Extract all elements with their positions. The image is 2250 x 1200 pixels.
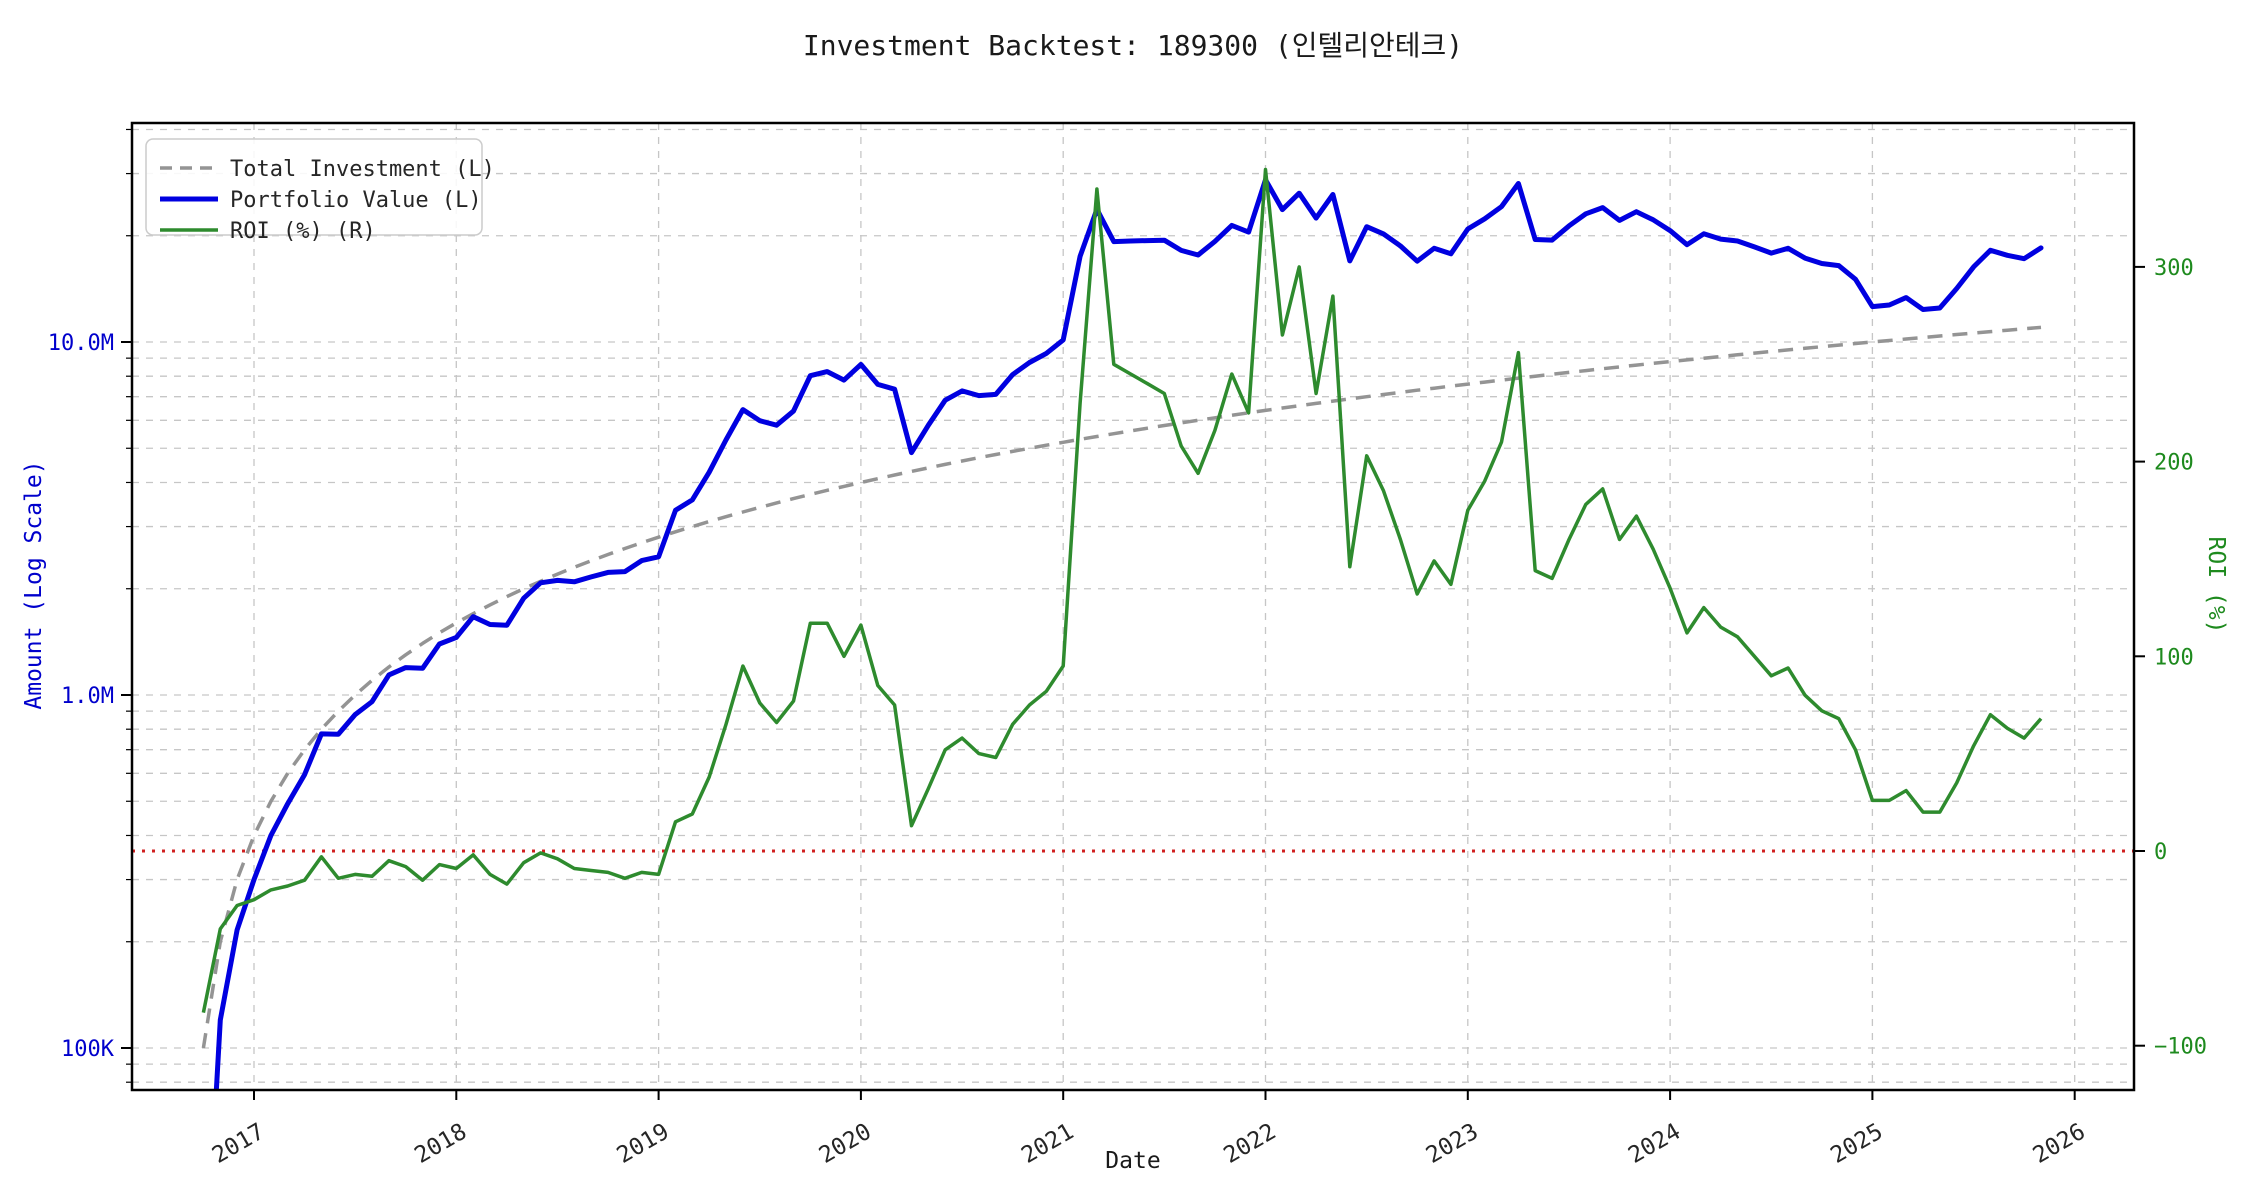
x-tick-label: 2022	[1220, 1119, 1281, 1169]
legend: Total Investment (L) Portfolio Value (L) R…	[145, 138, 495, 244]
legend-box	[145, 138, 483, 236]
legend-label: Total Investment (L)	[230, 157, 495, 182]
x-tick-label: 2019	[613, 1119, 674, 1169]
right-tick-label: 100	[2154, 645, 2194, 670]
right-axis-label: ROI (%)	[2203, 536, 2229, 634]
x-tick-label: 2017	[208, 1119, 269, 1169]
roi-line	[201, 167, 2043, 1013]
portfolio-value-line	[213, 177, 2044, 1090]
axes-ticks: 10.0M 1.0M 100K 300 200 100 0 −100 2017 2018 2019 2…	[48, 128, 2207, 1169]
x-tick-label: 2026	[2029, 1119, 2090, 1169]
series-group	[201, 167, 2044, 1090]
chart-title: Investment Backtest: 189300 (인텔리안테크)	[802, 29, 1464, 62]
legend-label: ROI (%) (R)	[230, 219, 376, 244]
x-axis-label: Date	[1105, 1148, 1161, 1174]
total-investment-line	[201, 325, 2042, 1049]
left-axis-label: Amount (Log Scale)	[21, 460, 47, 710]
plot-border	[130, 121, 2136, 1092]
x-tick-label: 2024	[1624, 1119, 1685, 1169]
left-tick-label: 10.0M	[48, 331, 114, 356]
left-tick-label: 1.0M	[61, 684, 114, 709]
legend-label: Portfolio Value (L)	[230, 188, 482, 213]
right-tick-label: 0	[2154, 840, 2167, 865]
gridlines	[132, 123, 2134, 1090]
x-tick-label: 2023	[1422, 1119, 1483, 1169]
x-tick-label: 2021	[1017, 1119, 1078, 1169]
x-tick-label: 2020	[815, 1119, 876, 1169]
left-tick-label: 100K	[61, 1037, 115, 1062]
x-tick-label: 2025	[1826, 1119, 1887, 1169]
x-tick-label: 2018	[410, 1119, 471, 1169]
right-tick-label: −100	[2154, 1035, 2207, 1060]
right-tick-label: 300	[2154, 256, 2194, 281]
right-tick-label: 200	[2154, 451, 2194, 476]
